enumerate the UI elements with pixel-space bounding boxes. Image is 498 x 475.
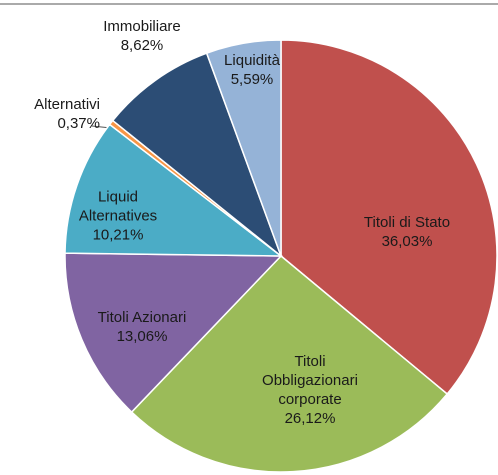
slice-name: Liquid Alternatives [78, 188, 158, 225]
slice-name: Titoli Obbligazionari corporate [262, 353, 358, 408]
slice-label: Liquid Alternatives 10,21% [68, 188, 168, 245]
slice-label: Immobiliare 8,62% [87, 17, 197, 55]
slice-value: 36,03% [381, 233, 433, 250]
slice-name: Alternativi [34, 96, 100, 113]
slice-value: 5,59% [230, 71, 274, 88]
slice-value: 0,37% [57, 115, 100, 132]
slice-value: 13,06% [116, 328, 168, 345]
slice-label: Titoli di Stato 36,03% [332, 213, 482, 251]
slice-name: Titoli di Stato [363, 214, 451, 231]
slice-label: Titoli Azionari 13,06% [72, 308, 212, 346]
slice-label: Titoli Obbligazionari corporate 26,12% [248, 352, 373, 428]
pie-slice [64, 123, 284, 257]
slice-value: 26,12% [284, 410, 336, 427]
slice-value: 8,62% [120, 37, 164, 54]
slice-value: 10,21% [92, 226, 144, 244]
pie-slice [64, 252, 283, 414]
pie-slice [280, 39, 498, 396]
slice-label: Liquidità 5,59% [202, 51, 302, 89]
slice-name: Liquidità [224, 52, 280, 69]
slice-name: Titoli Azionari [97, 309, 187, 326]
pie-slice [111, 52, 283, 259]
slice-name: Immobiliare [103, 18, 181, 35]
pie-slice [130, 254, 449, 473]
pie-slice [205, 39, 282, 257]
slice-label: Alternativi 0,37% [0, 95, 100, 133]
